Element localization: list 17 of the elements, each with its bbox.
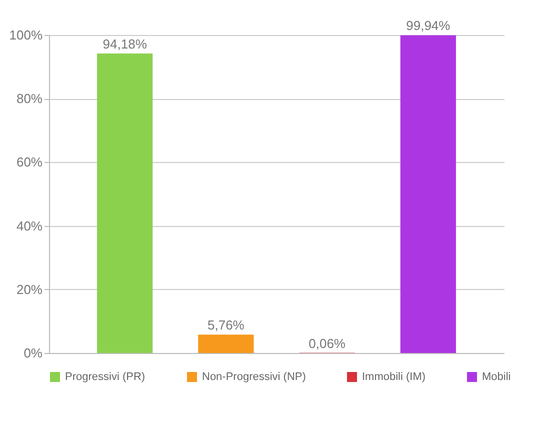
bar (400, 35, 456, 353)
y-tick-label: 100% (9, 28, 43, 42)
y-tick-label: 80% (16, 91, 43, 106)
data-label: 0,06% (308, 336, 346, 351)
legend-label: Immobili (IM) (362, 371, 426, 383)
bar (97, 54, 153, 353)
bar (198, 334, 254, 353)
data-label: 94,18% (102, 36, 148, 52)
legend-label: Non-Progressivi (NP) (202, 371, 306, 383)
data-label: 5,76% (208, 318, 245, 333)
legend-label: Mobili (482, 371, 511, 383)
y-tick-label: 20% (16, 282, 43, 297)
legend-label: Progressivi (PR) (65, 371, 146, 383)
y-tick-label: 0% (24, 346, 43, 360)
y-tick-label: 40% (16, 218, 43, 234)
data-label: 99,94% (406, 18, 451, 34)
y-tick-label: 60% (16, 154, 43, 170)
